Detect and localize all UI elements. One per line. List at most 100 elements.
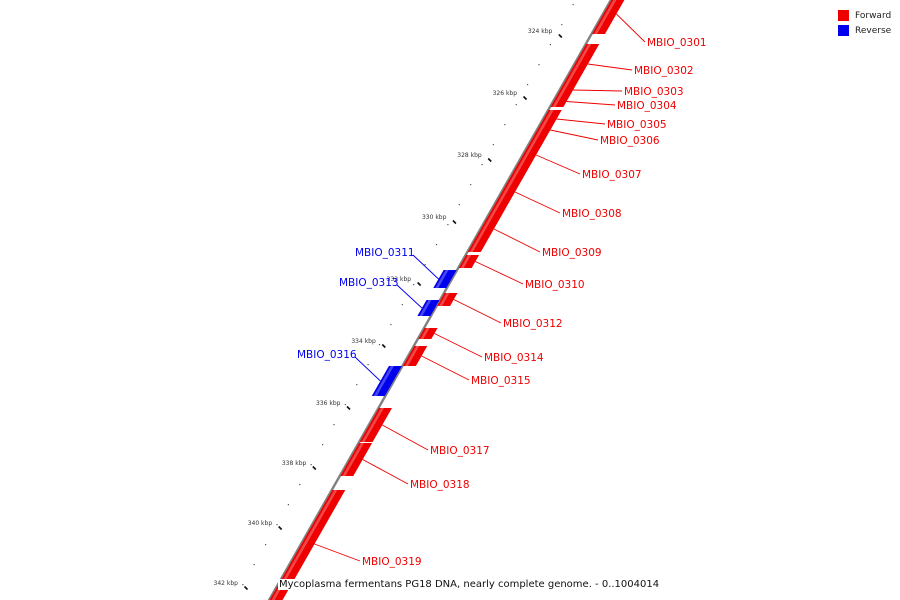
leader-line-mbio_0305 <box>556 118 606 125</box>
gene-highlight <box>404 346 420 366</box>
minor-tick-dot <box>322 444 324 446</box>
minor-tick-dot <box>287 504 289 506</box>
gene-highlight <box>373 366 394 396</box>
gene-label-mbio_0316: MBIO_0316 <box>297 349 357 361</box>
scale-tick-label: 338 kbp <box>282 460 307 467</box>
minor-tick-dot <box>344 404 346 406</box>
gene-label-mbio_0310: MBIO_0310 <box>525 279 585 291</box>
scale-tick-label: 328 kbp <box>457 152 482 159</box>
minor-tick-dot <box>390 324 392 326</box>
scale-tick <box>243 585 249 591</box>
minor-tick-dot <box>378 344 381 346</box>
gene-highlight <box>512 132 542 178</box>
leader-line-mbio_0314 <box>434 333 483 358</box>
gene-highlight <box>538 128 544 132</box>
forward-swatch <box>838 10 849 21</box>
gene-feature-mbio_0312 <box>437 293 458 306</box>
leader-line-mbio_0302 <box>587 63 633 71</box>
gene-label-mbio_0313: MBIO_0313 <box>339 277 399 289</box>
scale-tick-label: 324 kbp <box>528 28 553 35</box>
leader-line-mbio_0306 <box>550 129 599 141</box>
minor-tick-dot <box>435 244 438 246</box>
minor-tick-dot <box>538 64 540 66</box>
gene-highlight <box>420 328 430 339</box>
minor-tick-dot <box>527 84 529 86</box>
scale-tick <box>278 525 283 531</box>
minor-tick-dot <box>447 224 449 226</box>
leader-line-mbio_0309 <box>493 228 541 253</box>
gene-label-mbio_0307: MBIO_0307 <box>582 169 642 181</box>
leader-line-mbio_0313 <box>396 284 423 309</box>
minor-tick-dot <box>492 144 494 146</box>
scale-tick <box>346 405 351 411</box>
gene-feature-mbio_0317 <box>359 408 392 442</box>
gene-highlight <box>594 0 617 34</box>
minor-tick-dot <box>265 544 267 546</box>
minor-tick-dots <box>242 4 574 586</box>
leader-line-mbio_0310 <box>475 261 524 285</box>
gene-label-mbio_0303: MBIO_0303 <box>624 86 684 98</box>
leader-line-mbio_0315 <box>421 355 470 381</box>
minor-tick-dot <box>367 364 369 366</box>
gene-label-mbio_0308: MBIO_0308 <box>562 208 622 220</box>
scale-tick <box>312 465 317 471</box>
gene-highlight <box>469 206 499 252</box>
minor-tick-dot <box>572 4 574 6</box>
leader-line-mbio_0307 <box>535 154 581 175</box>
leader-line-mbio_0301 <box>616 13 646 43</box>
reverse-swatch <box>838 25 849 36</box>
gene-label-mbio_0312: MBIO_0312 <box>503 318 563 330</box>
scale-tick <box>381 343 386 349</box>
minor-tick-dot <box>413 284 415 286</box>
gene-feature-mbio_0313 <box>417 300 440 316</box>
gene-highlight <box>435 270 449 288</box>
gene-highlight <box>558 84 569 96</box>
minor-tick-dot <box>276 524 278 526</box>
scale-tick-label: 332 kbp <box>387 276 412 283</box>
gene-highlight <box>460 255 472 268</box>
gene-highlight <box>419 300 432 316</box>
gene-highlight <box>540 110 554 128</box>
scale-tick <box>452 219 457 225</box>
scale-tick <box>417 281 422 287</box>
gene-label-mbio_0317: MBIO_0317 <box>430 445 490 457</box>
leader-line-mbio_0316 <box>354 356 381 382</box>
gene-feature-mbio_0311 <box>433 270 457 288</box>
legend: Forward Reverse <box>838 8 891 38</box>
minor-tick-dot <box>333 424 335 426</box>
legend-item-forward: Forward <box>838 8 891 23</box>
gene-feature-mbio_0319 <box>269 490 346 600</box>
gene-feature-mbio_0309 <box>467 206 507 252</box>
gene-label-mbio_0306: MBIO_0306 <box>600 135 660 147</box>
leader-line-mbio_0304 <box>566 101 616 106</box>
gene-label-mbio_0301: MBIO_0301 <box>647 37 707 49</box>
gene-label-mbio_0315: MBIO_0315 <box>471 375 531 387</box>
label-leader-lines <box>314 13 646 562</box>
gene-feature-mbio_0301 <box>592 0 625 34</box>
gene-feature-mbio_0306 <box>536 128 552 132</box>
gene-highlight <box>439 293 450 306</box>
gene-feature-mbio_0304 <box>550 96 570 107</box>
gene-highlight <box>271 490 338 600</box>
legend-item-reverse: Reverse <box>838 23 891 38</box>
minor-tick-dot <box>356 384 358 386</box>
minor-tick-dot <box>424 264 426 266</box>
minor-tick-dot <box>515 104 517 106</box>
legend-label-forward: Forward <box>855 10 892 21</box>
gene-feature-mbio_0315 <box>402 346 428 366</box>
minor-tick-dot <box>242 584 244 586</box>
scale-tick-label: 342 kbp <box>214 580 239 587</box>
minor-tick-dot <box>504 124 506 126</box>
gene-label-mbio_0319: MBIO_0319 <box>362 556 422 568</box>
gene-feature-mbio_0303 <box>556 84 577 96</box>
scale-tick-label: 330 kbp <box>422 214 447 221</box>
gene-highlight <box>361 408 384 442</box>
gene-labels: MBIO_0301 MBIO_0302 MBIO_0303 MBIO_0304 MBIO… <box>297 37 707 568</box>
gene-label-mbio_0304: MBIO_0304 <box>617 100 677 112</box>
gene-label-mbio_0309: MBIO_0309 <box>542 247 602 259</box>
minor-tick-dot <box>310 464 312 466</box>
gene-feature-mbio_0308 <box>494 178 523 206</box>
leader-line-mbio_0312 <box>453 299 502 324</box>
minor-tick-dot <box>481 164 483 166</box>
scale-tick <box>558 33 563 39</box>
